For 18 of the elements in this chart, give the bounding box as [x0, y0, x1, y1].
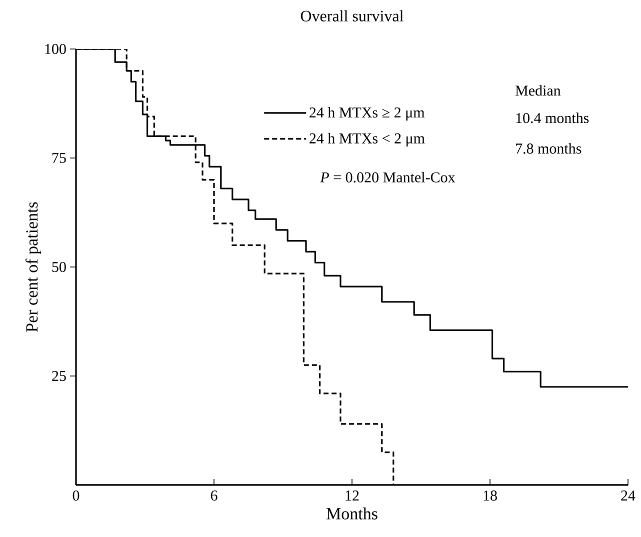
y-tick-label: 100 [45, 44, 66, 54]
annotation: 10.4 months [516, 112, 589, 124]
x-tick-label: 0 [72, 490, 80, 501]
y-axis-title: Per cent of patients [26, 202, 42, 332]
legend-label: 24 h MTXs < 2 μm [310, 132, 425, 147]
x-tick-label: 12 [346, 490, 359, 500]
x-axis-title: Months [326, 508, 378, 520]
y-tick-label: 25 [52, 370, 66, 382]
annotation: Median [515, 85, 561, 96]
annotation: 7.8 months [516, 143, 582, 154]
y-tick-label: 75 [52, 153, 66, 163]
y-tick-label: 50 [52, 262, 66, 272]
x-tick-label: 6 [210, 490, 218, 501]
legend-label: 24 h MTXs ≥ 2 μm [310, 107, 425, 121]
x-tick-label: 18 [484, 490, 497, 501]
chart-title: Overall survival [300, 10, 404, 22]
annotation: P = 0.020 Mantel-Cox [320, 172, 456, 182]
x-tick-label: 24 [621, 490, 636, 500]
